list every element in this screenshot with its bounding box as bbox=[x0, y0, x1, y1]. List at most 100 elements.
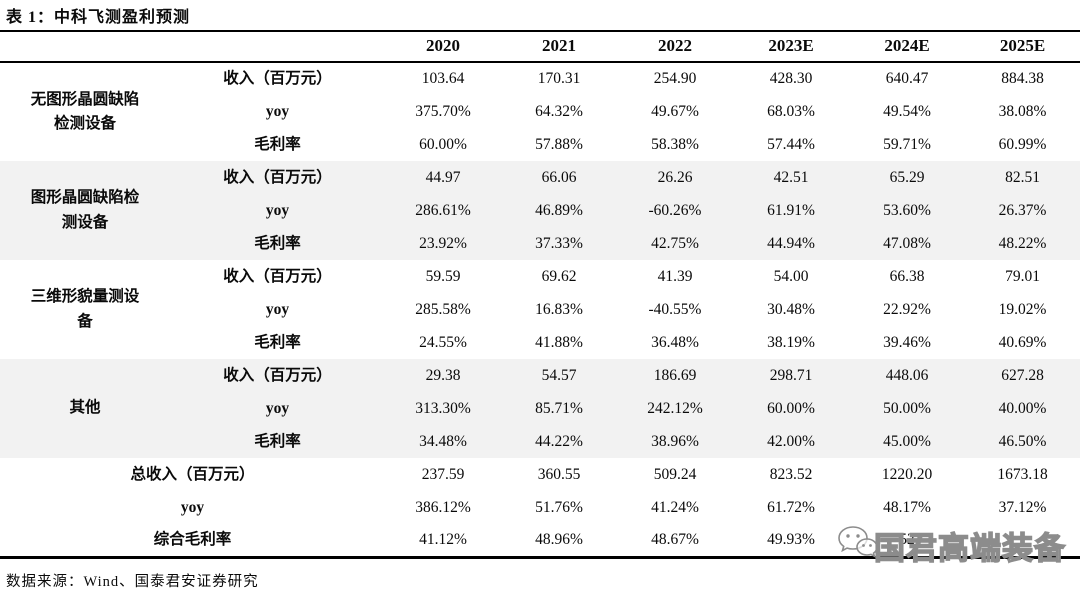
cell-value: 103.64 bbox=[421, 70, 465, 88]
cell-value: 23.92% bbox=[385, 227, 501, 260]
cell-value: 57.88% bbox=[535, 135, 583, 153]
cell-value: 29.38 bbox=[385, 359, 501, 392]
table-row: yoy 285.58% 16.83% -40.55% 30.48% 22.92%… bbox=[0, 293, 1080, 326]
cell-value: 64.32% bbox=[535, 102, 583, 120]
metric-label: yoy bbox=[170, 194, 385, 227]
cell-value: 52 bbox=[849, 524, 965, 559]
cell-value: 49.67% bbox=[651, 102, 699, 120]
cell-value: 44.22% bbox=[501, 425, 617, 458]
profit-forecast-table: 2020 2021 2022 2023E 2024E 2025E 无图形晶圆缺陷… bbox=[0, 32, 1080, 559]
cell-value: 186.69 bbox=[617, 359, 733, 392]
header-year: 2025E bbox=[965, 32, 1080, 63]
group-label: 其他 bbox=[0, 359, 170, 458]
cell-value: 48.22% bbox=[965, 227, 1080, 260]
cell-value: 60.00% bbox=[419, 135, 467, 153]
table-row-total: 总收入（百万元） 237.59 360.55 509.24 823.52 122… bbox=[0, 458, 1080, 491]
cell-value: 37.33% bbox=[501, 227, 617, 260]
header-spacer bbox=[170, 32, 385, 63]
cell-value: -40.55% bbox=[648, 300, 702, 318]
cell-value: 386.12% bbox=[415, 498, 471, 516]
cell-value: 360.55 bbox=[537, 465, 581, 483]
cell-value: 509.24 bbox=[653, 465, 697, 483]
cell-value: 46.50% bbox=[965, 425, 1080, 458]
cell-value: 82.51 bbox=[965, 161, 1080, 194]
footer: 数据来源：Wind、国泰君安证券研究 bbox=[0, 565, 1080, 596]
cell-value: 45.00% bbox=[849, 425, 965, 458]
cell-value: 38.96% bbox=[617, 425, 733, 458]
table-row: 其他 收入（百万元） 29.38 54.57 186.69 298.71 448… bbox=[0, 359, 1080, 458]
cell-value: 69.62 bbox=[541, 267, 577, 285]
cell-value: 50.00% bbox=[849, 392, 965, 425]
table-row: 毛利率 24.55% 41.88% 36.48% 38.19% 39.46% 4… bbox=[0, 326, 1080, 359]
cell-value: 39.46% bbox=[883, 333, 931, 351]
table-row: yoy 286.61% 46.89% -60.26% 61.91% 53.60%… bbox=[0, 194, 1080, 227]
metric-label: yoy bbox=[170, 392, 385, 425]
header-spacer bbox=[0, 32, 170, 63]
cell-value: 313.30% bbox=[385, 392, 501, 425]
summary-label: 综合毛利率 bbox=[0, 524, 385, 559]
summary-label: yoy bbox=[180, 498, 205, 516]
table-row: 毛利率 23.92% 37.33% 42.75% 44.94% 47.08% 4… bbox=[0, 227, 1080, 260]
cell-value: 42.51 bbox=[733, 161, 849, 194]
table-row: yoy 313.30% 85.71% 242.12% 60.00% 50.00%… bbox=[0, 392, 1080, 425]
metric-label: yoy bbox=[265, 300, 290, 318]
cell-value bbox=[965, 524, 1080, 559]
table-row: yoy 375.70% 64.32% 49.67% 68.03% 49.54% … bbox=[0, 95, 1080, 128]
cell-value: 54.00 bbox=[773, 267, 809, 285]
cell-value: 66.06 bbox=[501, 161, 617, 194]
cell-value: 48.17% bbox=[883, 498, 931, 516]
cell-value: -60.26% bbox=[617, 194, 733, 227]
cell-value: 884.38 bbox=[1001, 70, 1044, 88]
cell-value: 44.97 bbox=[385, 161, 501, 194]
cell-value: 60.00% bbox=[733, 392, 849, 425]
metric-label: 毛利率 bbox=[170, 227, 385, 260]
metric-label: 毛利率 bbox=[254, 135, 301, 153]
cell-value: 61.91% bbox=[733, 194, 849, 227]
table-row-gross-margin: 综合毛利率 41.12% 48.96% 48.67% 49.93% 52 bbox=[0, 524, 1080, 559]
cell-value: 79.01 bbox=[1005, 267, 1040, 285]
cell-value: 16.83% bbox=[535, 300, 583, 318]
cell-value: 1673.18 bbox=[997, 465, 1048, 483]
group-label: 无图形晶圆缺陷检测设备 bbox=[30, 90, 140, 132]
cell-value: 170.31 bbox=[537, 70, 581, 88]
cell-value: 48.96% bbox=[501, 524, 617, 559]
metric-label: 毛利率 bbox=[254, 333, 301, 351]
cell-value: 375.70% bbox=[415, 102, 471, 120]
metric-label: 毛利率 bbox=[170, 425, 385, 458]
table-row-total-yoy: yoy 386.12% 51.76% 41.24% 61.72% 48.17% … bbox=[0, 491, 1080, 524]
cell-value: 44.94% bbox=[733, 227, 849, 260]
cell-value: 34.48% bbox=[385, 425, 501, 458]
cell-value: 42.00% bbox=[733, 425, 849, 458]
cell-value: 48.67% bbox=[617, 524, 733, 559]
table-header-row: 2020 2021 2022 2023E 2024E 2025E bbox=[0, 32, 1080, 63]
cell-value: 41.24% bbox=[651, 498, 699, 516]
metric-label: 收入（百万元） bbox=[170, 161, 385, 194]
cell-value: 38.19% bbox=[767, 333, 815, 351]
table-row: 无图形晶圆缺陷检测设备 收入（百万元） 103.64 170.31 254.90… bbox=[0, 62, 1080, 132]
data-source-text: 数据来源：Wind、国泰君安证券研究 bbox=[6, 574, 259, 590]
metric-label: 收入（百万元） bbox=[170, 359, 385, 392]
cell-value: 37.12% bbox=[998, 498, 1047, 516]
table-title-bar: 表 1：中科飞测盈利预测 bbox=[0, 0, 1080, 32]
cell-value: 22.92% bbox=[883, 300, 931, 318]
header-year: 2020 bbox=[385, 32, 501, 63]
table-row: 毛利率 34.48% 44.22% 38.96% 42.00% 45.00% 4… bbox=[0, 425, 1080, 458]
cell-value: 286.61% bbox=[385, 194, 501, 227]
cell-value: 38.08% bbox=[998, 102, 1047, 120]
cell-value: 237.59 bbox=[421, 465, 465, 483]
header-year: 2023E bbox=[733, 32, 849, 63]
header-year: 2021 bbox=[501, 32, 617, 63]
cell-value: 242.12% bbox=[617, 392, 733, 425]
cell-value: 40.00% bbox=[965, 392, 1080, 425]
table-row: 图形晶圆缺陷检测设备 收入（百万元） 44.97 66.06 26.26 42.… bbox=[0, 161, 1080, 260]
cell-value: 65.29 bbox=[849, 161, 965, 194]
cell-value: 59.59 bbox=[425, 267, 461, 285]
cell-value: 41.39 bbox=[657, 267, 693, 285]
cell-value: 61.72% bbox=[767, 498, 815, 516]
group-label: 图形晶圆缺陷检测设备 bbox=[0, 161, 170, 260]
cell-value: 26.26 bbox=[617, 161, 733, 194]
cell-value: 26.37% bbox=[965, 194, 1080, 227]
metric-label: 收入（百万元） bbox=[223, 70, 332, 88]
cell-value: 448.06 bbox=[849, 359, 965, 392]
